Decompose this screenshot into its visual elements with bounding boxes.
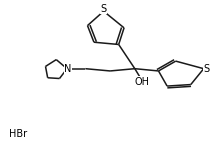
Text: S: S bbox=[100, 4, 107, 14]
Text: OH: OH bbox=[135, 77, 150, 87]
Text: S: S bbox=[204, 64, 210, 74]
Text: N: N bbox=[65, 64, 72, 74]
Text: HBr: HBr bbox=[9, 130, 27, 140]
